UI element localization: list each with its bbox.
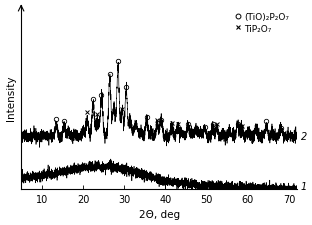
X-axis label: 2Θ, deg: 2Θ, deg	[139, 209, 180, 219]
Text: 1: 1	[300, 182, 307, 192]
Legend: (TiO)₂P₂O₇, TiP₂O₇: (TiO)₂P₂O₇, TiP₂O₇	[233, 12, 290, 34]
Y-axis label: Intensity: Intensity	[6, 75, 16, 120]
Text: 2: 2	[300, 132, 307, 142]
